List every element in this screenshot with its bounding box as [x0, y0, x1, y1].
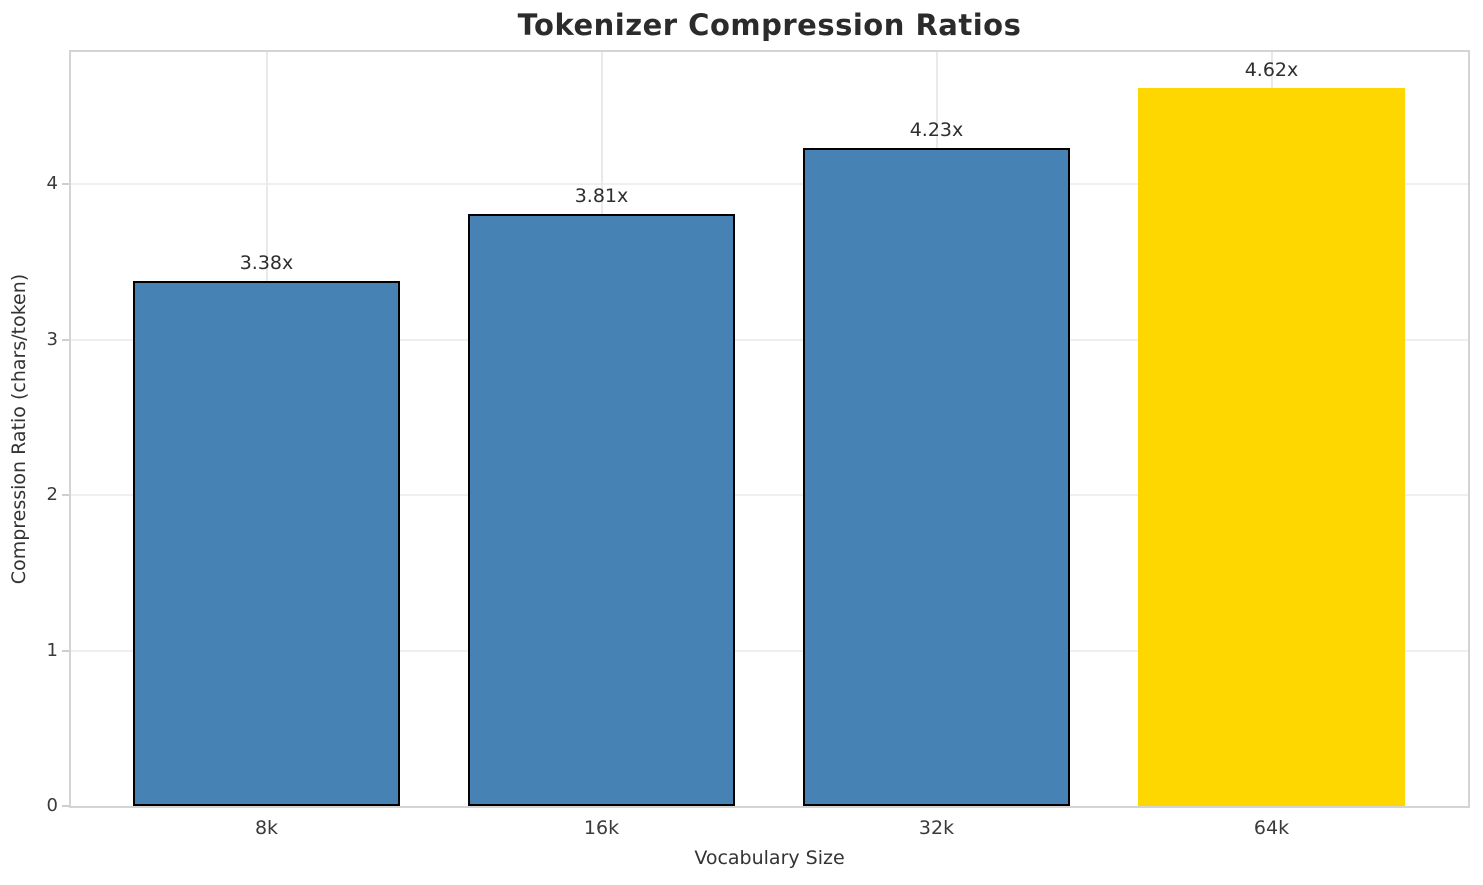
- bar-value-label-8k: 3.38x: [239, 251, 294, 274]
- y-tick-label-4: 4: [46, 173, 58, 195]
- h-gridline-2: [71, 494, 1468, 497]
- y-tick-mark-3: [62, 338, 69, 341]
- bar-8k: [133, 280, 400, 806]
- chart-title: Tokenizer Compression Ratios: [517, 8, 1022, 42]
- y-axis-label: Compression Ratio (chars/token): [8, 273, 30, 585]
- h-gridline-1: [71, 649, 1468, 652]
- y-tick-mark-0: [62, 805, 69, 807]
- y-tick-label-1: 1: [46, 639, 58, 661]
- y-tick-mark-2: [62, 494, 69, 497]
- x-tick-label-16k: 16k: [583, 817, 620, 839]
- bar-value-label-16k: 3.81x: [574, 184, 629, 207]
- bar-32k: [803, 148, 1070, 806]
- x-tick-label-8k: 8k: [254, 817, 279, 839]
- y-tick-label-3: 3: [46, 328, 58, 350]
- x-axis-label: Vocabulary Size: [694, 847, 845, 869]
- bar-value-label-32k: 4.23x: [909, 119, 964, 142]
- bar-value-label-64k: 4.62x: [1244, 58, 1299, 81]
- bar-64k: [1138, 87, 1405, 806]
- y-tick-label-2: 2: [46, 484, 58, 506]
- h-gridline-3: [71, 338, 1468, 341]
- x-tick-label-32k: 32k: [918, 817, 955, 839]
- y-tick-label-0: 0: [46, 795, 58, 816]
- plot-area: 3.38x 3.81x 4.23x 4.62x: [69, 50, 1470, 808]
- h-gridline-4: [71, 183, 1468, 186]
- y-tick-mark-1: [62, 649, 69, 652]
- y-tick-mark-4: [62, 183, 69, 186]
- x-tick-label-64k: 64k: [1253, 817, 1290, 839]
- bar-16k: [468, 213, 735, 806]
